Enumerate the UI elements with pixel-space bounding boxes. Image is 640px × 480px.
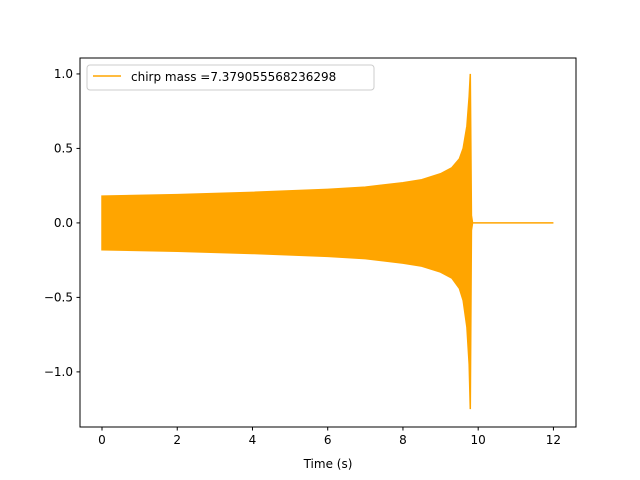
x-tick-label: 12 [546,433,561,447]
x-axis-label: Time (s) [303,457,353,471]
y-tick-label: 1.0 [54,67,73,81]
x-tick-label: 6 [324,433,332,447]
legend: chirp mass =7.379055568236298 [86,64,375,91]
y-tick-label: −1.0 [44,365,73,379]
y-tick-label: 0.5 [54,141,73,155]
plot-area [101,73,554,410]
x-tick-label: 8 [399,433,407,447]
legend-box [86,64,375,91]
y-tick-label: 0.0 [54,216,73,230]
x-tick-label: 10 [471,433,486,447]
y-tick-label: −0.5 [44,290,73,304]
x-tick-label: 0 [98,433,106,447]
x-tick-label: 4 [249,433,257,447]
axes-frame [79,57,577,428]
x-tick-label: 2 [173,433,181,447]
legend-label: chirp mass =7.379055568236298 [131,70,336,84]
axis-ticks: 0 2 4 6 8 10 12 1.0 0.5 0.0 −0.5 −1.0 [44,67,561,447]
series-0-waveform [101,73,474,410]
